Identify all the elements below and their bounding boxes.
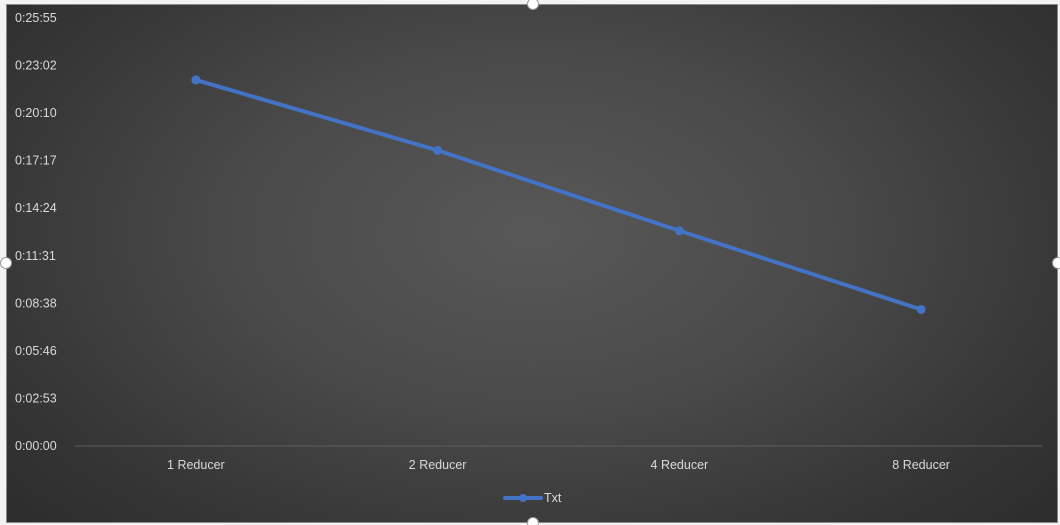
resize-handle[interactable]: [527, 517, 539, 525]
y-tick-label: 0:00:00: [15, 439, 57, 453]
legend-label: Txt: [544, 491, 562, 505]
y-tick-label: 0:17:17: [15, 154, 57, 168]
series-line[interactable]: [193, 77, 924, 312]
y-tick-label: 0:14:24: [15, 201, 57, 215]
x-tick-label: 1 Reducer: [167, 458, 225, 472]
resize-handle[interactable]: [1052, 257, 1060, 269]
resize-handle[interactable]: [0, 257, 12, 269]
x-tick-label: 2 Reducer: [409, 458, 467, 472]
data-point[interactable]: [433, 145, 443, 155]
data-point[interactable]: [916, 304, 926, 314]
chart-area[interactable]: [6, 4, 1058, 523]
y-tick-label: 0:23:02: [15, 59, 57, 73]
y-tick-label: 0:05:46: [15, 344, 57, 358]
y-tick-label: 0:25:55: [15, 11, 57, 25]
data-point[interactable]: [191, 75, 201, 85]
legend-marker: [519, 494, 527, 502]
y-tick-label: 0:20:10: [15, 106, 57, 120]
y-tick-label: 0:08:38: [15, 296, 57, 310]
y-tick-label: 0:02:53: [15, 391, 57, 405]
x-tick-label: 8 Reducer: [892, 458, 950, 472]
data-point[interactable]: [674, 226, 684, 236]
resize-handle[interactable]: [527, 0, 539, 10]
y-tick-label: 0:11:31: [15, 249, 56, 263]
x-tick-label: 4 Reducer: [651, 458, 709, 472]
